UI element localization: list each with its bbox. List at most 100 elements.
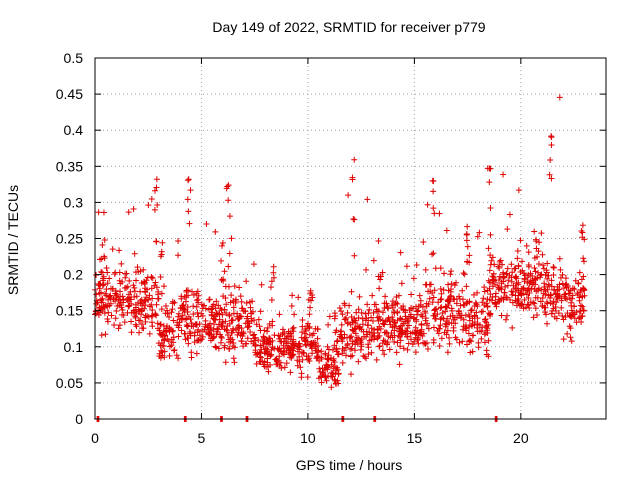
data-point xyxy=(136,329,143,336)
data-point xyxy=(184,323,191,329)
data-point xyxy=(543,299,550,306)
data-point xyxy=(314,335,321,342)
data-point xyxy=(277,359,284,366)
data-point xyxy=(410,315,417,322)
data-point xyxy=(261,327,268,334)
data-point xyxy=(368,314,375,321)
data-point xyxy=(310,330,317,337)
data-point xyxy=(337,328,344,335)
data-point xyxy=(182,336,189,343)
data-point xyxy=(569,285,576,292)
data-point xyxy=(219,311,226,318)
data-point xyxy=(169,328,176,335)
data-point xyxy=(228,317,235,324)
data-point xyxy=(235,322,242,329)
data-point xyxy=(113,307,120,314)
data-point xyxy=(270,263,277,270)
data-point xyxy=(333,338,340,345)
data-point xyxy=(509,269,516,276)
data-point xyxy=(291,311,298,318)
data-point xyxy=(225,197,232,204)
data-point xyxy=(438,304,445,311)
data-point xyxy=(430,188,437,195)
data-point xyxy=(410,275,417,282)
data-point xyxy=(423,339,430,346)
data-point xyxy=(314,326,321,333)
data-point xyxy=(330,355,337,362)
data-point xyxy=(456,295,463,302)
data-point xyxy=(99,242,106,249)
data-point xyxy=(526,290,533,297)
data-point xyxy=(463,324,470,331)
data-point xyxy=(100,303,107,310)
data-point xyxy=(448,268,455,275)
data-point xyxy=(412,324,419,331)
data-point xyxy=(240,307,247,314)
data-point xyxy=(404,317,411,324)
data-point xyxy=(580,307,587,314)
data-point xyxy=(492,290,499,297)
data-point xyxy=(133,277,140,284)
data-point xyxy=(383,329,389,336)
data-point xyxy=(243,340,250,347)
data-point xyxy=(131,309,138,316)
data-point xyxy=(338,334,345,341)
data-point xyxy=(437,316,444,323)
data-point xyxy=(402,313,409,320)
data-point xyxy=(438,296,445,303)
data-point xyxy=(243,300,250,307)
data-point xyxy=(578,276,585,283)
data-point xyxy=(186,220,193,227)
data-point xyxy=(486,279,493,286)
data-point xyxy=(182,330,189,337)
data-point xyxy=(471,318,478,325)
data-point xyxy=(581,286,588,293)
data-point xyxy=(363,333,370,340)
data-point xyxy=(152,311,159,318)
data-point xyxy=(318,379,325,386)
data-point xyxy=(193,297,200,304)
data-point xyxy=(408,336,415,343)
data-point xyxy=(295,294,302,301)
data-point xyxy=(558,297,565,304)
data-point xyxy=(318,356,325,363)
data-point xyxy=(539,294,546,301)
data-point xyxy=(402,307,409,314)
data-point xyxy=(464,298,471,305)
data-point xyxy=(338,321,345,328)
data-point xyxy=(548,134,555,141)
data-point xyxy=(331,310,338,317)
data-point xyxy=(500,274,507,281)
data-point xyxy=(223,326,230,333)
data-point xyxy=(374,327,381,334)
data-point xyxy=(217,331,224,338)
data-point xyxy=(376,285,383,292)
data-point xyxy=(185,176,192,183)
data-point xyxy=(544,260,551,267)
data-point xyxy=(446,334,453,341)
data-point xyxy=(371,301,378,308)
data-point xyxy=(328,384,335,391)
data-point xyxy=(270,274,277,281)
y-tick-label: 0.1 xyxy=(64,339,84,355)
data-point xyxy=(517,237,524,244)
data-point xyxy=(232,297,239,304)
data-point xyxy=(536,239,543,246)
x-axis-label: GPS time / hours xyxy=(296,457,403,473)
data-point xyxy=(459,326,466,333)
data-point xyxy=(495,284,502,291)
data-point xyxy=(155,288,162,295)
data-point xyxy=(553,299,560,306)
data-point xyxy=(486,311,493,318)
data-point xyxy=(524,279,531,286)
data-point xyxy=(194,288,201,295)
data-point xyxy=(541,309,548,316)
data-point xyxy=(450,327,457,334)
data-point xyxy=(403,263,410,270)
data-point xyxy=(462,325,469,332)
data-point xyxy=(549,307,556,314)
data-point xyxy=(429,299,436,306)
data-point xyxy=(115,325,122,332)
data-point xyxy=(104,318,111,325)
data-point xyxy=(169,327,176,334)
